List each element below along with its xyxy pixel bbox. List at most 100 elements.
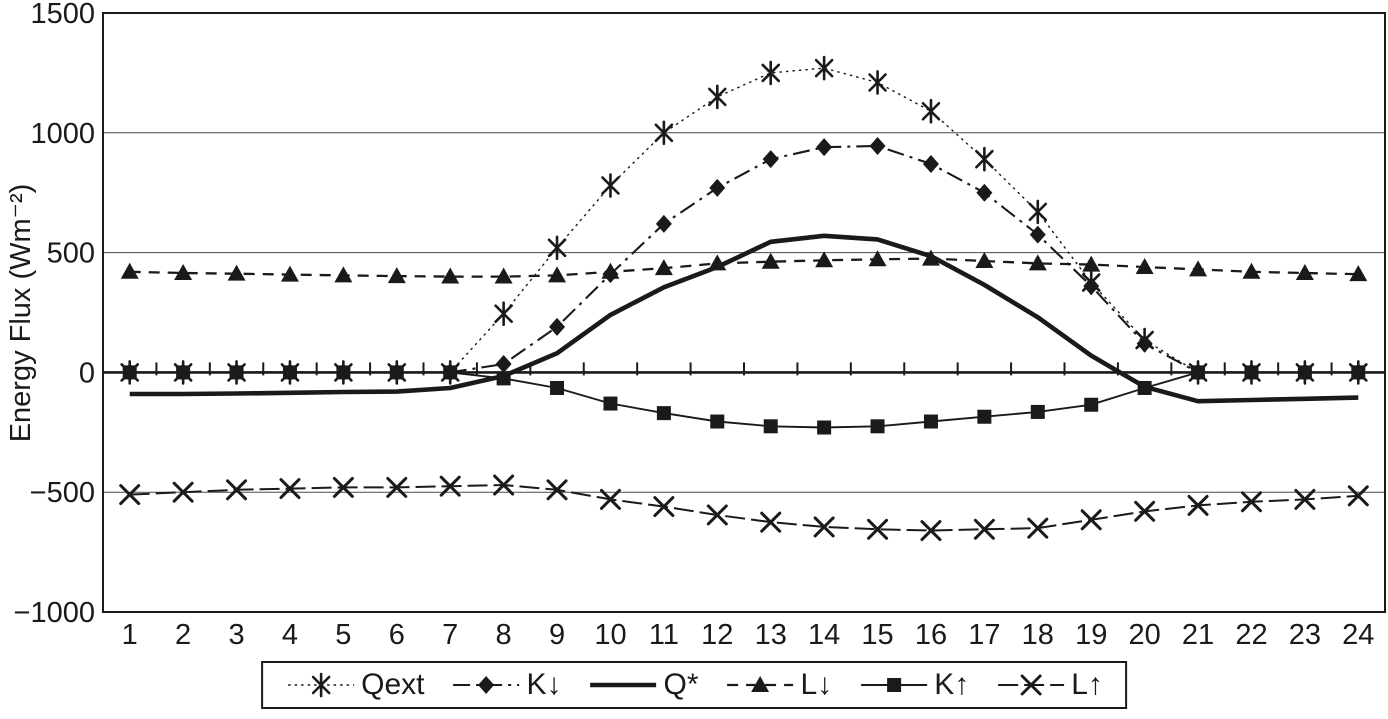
marker-K_down bbox=[922, 154, 939, 173]
y-tick-label: 0 bbox=[79, 357, 95, 389]
marker-Qext bbox=[547, 235, 567, 261]
asterisk-stroke bbox=[654, 123, 674, 143]
marker-L_up bbox=[439, 475, 461, 497]
square-shape bbox=[1084, 397, 1099, 412]
y-tick-label: −1000 bbox=[14, 597, 95, 629]
marker-K_down bbox=[495, 355, 512, 374]
series-lines bbox=[129, 67, 1359, 532]
marker-K_up bbox=[763, 419, 778, 434]
legend-label-K_up: K↑ bbox=[934, 668, 970, 701]
marker-K_up bbox=[817, 420, 832, 435]
triangle-shape bbox=[441, 267, 460, 284]
triangle-shape bbox=[868, 250, 887, 267]
y-tick-label: 500 bbox=[47, 238, 95, 270]
marker-L_up bbox=[760, 511, 782, 533]
x-tick-label: 8 bbox=[496, 619, 512, 651]
marker-K_down bbox=[1136, 334, 1153, 353]
series-line-L_up bbox=[129, 484, 1359, 532]
x-tick-label: 4 bbox=[282, 619, 298, 651]
square-shape bbox=[887, 678, 902, 692]
x-tick-label: 3 bbox=[228, 619, 244, 651]
diamond-shape bbox=[709, 178, 726, 197]
marker-L_up bbox=[1187, 494, 1209, 516]
x-stroke bbox=[493, 474, 515, 496]
marker-K_up bbox=[389, 365, 404, 380]
square-shape bbox=[443, 365, 458, 380]
asterisk-marker-icon bbox=[288, 672, 355, 698]
marker-K_down bbox=[709, 178, 726, 197]
x-stroke bbox=[1080, 509, 1102, 531]
marker-L_down bbox=[601, 262, 620, 279]
y-tick-label: 1500 bbox=[30, 0, 95, 30]
marker-K_down bbox=[1029, 225, 1046, 244]
marker-K_up bbox=[1351, 365, 1366, 380]
triangle-shape bbox=[1028, 254, 1047, 271]
marker-L_down bbox=[975, 251, 994, 268]
diamond-shape bbox=[1136, 334, 1153, 353]
marker-L_up bbox=[920, 520, 942, 542]
marker-L_down bbox=[494, 267, 513, 284]
marker-Qext bbox=[494, 301, 513, 326]
series-line-K_down bbox=[129, 144, 1359, 374]
legend-item-L_down: L↓ bbox=[725, 669, 832, 701]
x-tick-label: 16 bbox=[915, 619, 947, 651]
triangle-shape bbox=[921, 249, 940, 266]
marker-L_up bbox=[1134, 500, 1156, 522]
marker-K_up bbox=[1191, 365, 1206, 380]
marker-K_down bbox=[549, 317, 566, 336]
marker-K_down bbox=[976, 183, 993, 202]
legend-item-L_up: L↑ bbox=[995, 669, 1103, 701]
diamond-shape bbox=[922, 154, 939, 173]
diamond-shape bbox=[762, 150, 779, 169]
diamond-shape bbox=[869, 136, 886, 155]
legend-item-Q_star: Q* bbox=[587, 668, 699, 701]
marker-L_down bbox=[761, 252, 780, 269]
triangle-shape bbox=[708, 254, 727, 271]
x-tick-label: 2 bbox=[175, 619, 191, 651]
legend-marker-sample bbox=[478, 676, 495, 694]
marker-K_down bbox=[816, 138, 833, 157]
marker-K_up bbox=[229, 365, 244, 380]
square-shape bbox=[336, 365, 351, 380]
square-shape bbox=[1137, 380, 1152, 395]
x-tick-label: 13 bbox=[755, 619, 787, 651]
marker-K_up bbox=[336, 365, 351, 380]
legend-label-L_up: L↑ bbox=[1071, 668, 1103, 701]
x-tick-label: 21 bbox=[1182, 619, 1214, 651]
x-tick-label: 12 bbox=[701, 619, 733, 651]
marker-Qext bbox=[921, 98, 941, 124]
legend-label-Q_star: Q* bbox=[663, 668, 699, 701]
triangle-shape bbox=[815, 251, 834, 268]
marker-L_down bbox=[1189, 260, 1208, 277]
marker-L_down bbox=[548, 266, 567, 283]
marker-Qext bbox=[1028, 199, 1048, 225]
marker-K_up bbox=[176, 365, 191, 380]
triangle-shape bbox=[1295, 263, 1314, 280]
x-stroke bbox=[332, 476, 354, 498]
marker-L_down bbox=[441, 267, 460, 284]
triangle-marker-icon bbox=[727, 676, 794, 692]
marker-L_up bbox=[1347, 485, 1369, 507]
x-stroke bbox=[1347, 485, 1369, 507]
legend-label-Qext: Qext bbox=[361, 668, 425, 701]
x-stroke bbox=[653, 496, 675, 518]
marker-L_up bbox=[386, 476, 408, 498]
square-shape bbox=[656, 406, 671, 421]
gridlines bbox=[103, 132, 1385, 493]
square-shape bbox=[977, 409, 992, 424]
marker-L_up bbox=[172, 481, 194, 503]
triangle-shape bbox=[548, 266, 567, 283]
x-stroke bbox=[1134, 500, 1156, 522]
x-stroke bbox=[386, 476, 408, 498]
x-stroke bbox=[546, 479, 568, 501]
diamond-shape bbox=[816, 138, 833, 157]
x-stroke bbox=[1187, 494, 1209, 516]
marker-L_up bbox=[653, 496, 675, 518]
x-stroke bbox=[760, 511, 782, 533]
triangle-shape bbox=[975, 251, 994, 268]
asterisk-stroke bbox=[975, 149, 994, 169]
square-marker-icon bbox=[861, 678, 928, 692]
marker-L_up bbox=[226, 479, 248, 501]
x-stroke bbox=[1020, 674, 1042, 696]
